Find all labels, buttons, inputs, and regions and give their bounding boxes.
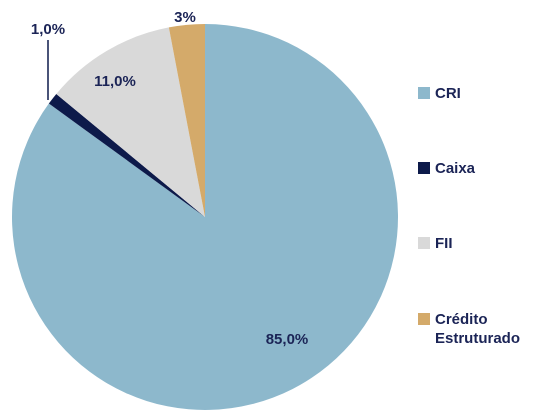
legend-swatch — [418, 313, 430, 325]
pie-slice — [56, 27, 206, 217]
data-label: 3% — [174, 9, 196, 26]
data-label: 85,0% — [266, 331, 309, 348]
legend-label: Crédito Estruturado — [435, 311, 521, 347]
legend-item: Caixa — [418, 159, 545, 178]
legend-item: FII — [418, 234, 545, 253]
pie-slice — [168, 24, 205, 217]
legend-swatch — [418, 237, 430, 249]
legend-item: CRI — [418, 84, 545, 103]
data-label: 1,0% — [31, 21, 65, 38]
legend-label: CRI — [435, 85, 461, 102]
data-label: 11,0% — [94, 73, 136, 90]
legend-label: FII — [435, 235, 453, 252]
pie-slice — [48, 93, 206, 217]
legend-swatch — [418, 162, 430, 174]
legend-item: Crédito Estruturado — [418, 310, 545, 348]
legend-swatch — [418, 87, 430, 99]
legend-label: Caixa — [435, 160, 476, 177]
pie-slice — [11, 24, 398, 410]
